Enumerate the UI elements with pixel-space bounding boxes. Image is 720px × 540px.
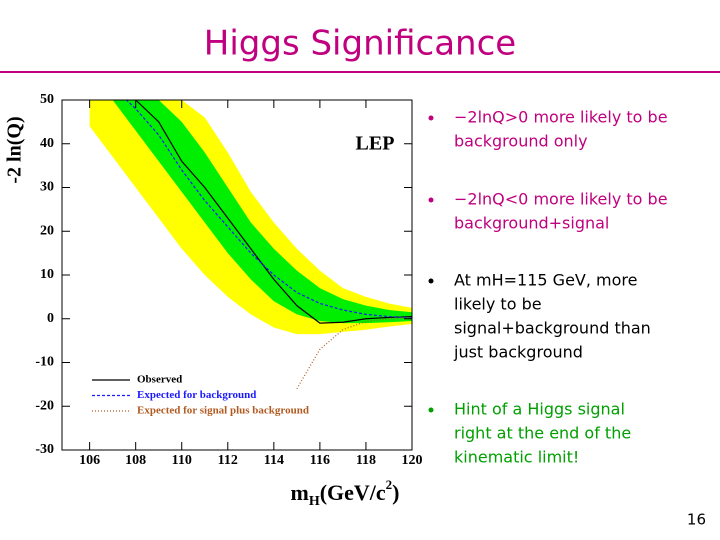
y-tick-label: -10 [35,355,54,370]
page-number: 16 [687,511,706,529]
bullet-dot [428,278,434,284]
x-tick-label: 108 [125,453,146,468]
bullet-line: Hint of a Higgs signal [454,400,625,419]
bullet-line: background+signal [454,214,609,233]
bullet-dot [428,115,434,121]
x-tick-label: 114 [264,453,284,468]
bullet-line: kinematic limit! [454,448,579,467]
x-tick-label: 110 [172,453,192,468]
legend-label: Observed [137,374,182,386]
bullet-line: background only [454,132,588,151]
x-tick-label: 120 [402,453,423,468]
bullet-dot [428,407,434,413]
bullet-line: just background [453,343,583,362]
x-label-part: m [290,480,308,505]
y-tick-label: 40 [40,136,54,151]
bullet-line: signal+background than [454,319,651,338]
y-tick-label: 0 [47,311,54,326]
bullet-line: likely to be [454,295,542,314]
y-tick-label: 20 [40,223,54,238]
y-tick-label: 50 [40,92,54,107]
bullet-line: −2lnQ>0 more likely to be [454,108,668,127]
x-label-part: (GeV/c [320,480,386,505]
slide-title: Higgs Significance [204,24,516,64]
x-tick-label: 118 [356,453,376,468]
x-tick-label: 106 [79,453,100,468]
bullet-dot [428,197,434,203]
y-axis-label: -2 ln(Q) [4,116,26,183]
chart-overlay: -30 -20 -10 0 10 20 30 40 50 106 108 110 112 114 116 11… [35,92,422,468]
series-line [125,100,412,319]
x-tick-label: 116 [310,453,330,468]
legend-label: Expected for signal plus background [137,405,309,417]
bullet-line: At mH=115 GeV, more [454,271,637,290]
y-tick-label: 30 [40,180,54,195]
y-tick-label: -20 [35,398,54,413]
sigma-band [112,100,412,324]
x-label-part: ) [392,480,399,505]
bullet-line: −2lnQ<0 more likely to be [454,190,668,209]
bullet-line: right at the end of the [454,424,631,443]
series-line [134,100,412,324]
y-tick-label: -30 [35,442,54,457]
bullet-list: −2lnQ>0 more likely to be background only… [428,108,668,467]
annotation: LEP [356,133,395,155]
x-label-part: H [309,494,320,509]
x-label-part: 2 [386,477,393,492]
legend-label: Expected for background [137,389,256,401]
x-axis-label: mH(GeV/c2) [290,477,399,509]
plot-area [89,100,412,390]
y-tick-label: 10 [40,267,54,282]
x-tick-label: 112 [218,453,238,468]
plot-frame [61,99,413,451]
